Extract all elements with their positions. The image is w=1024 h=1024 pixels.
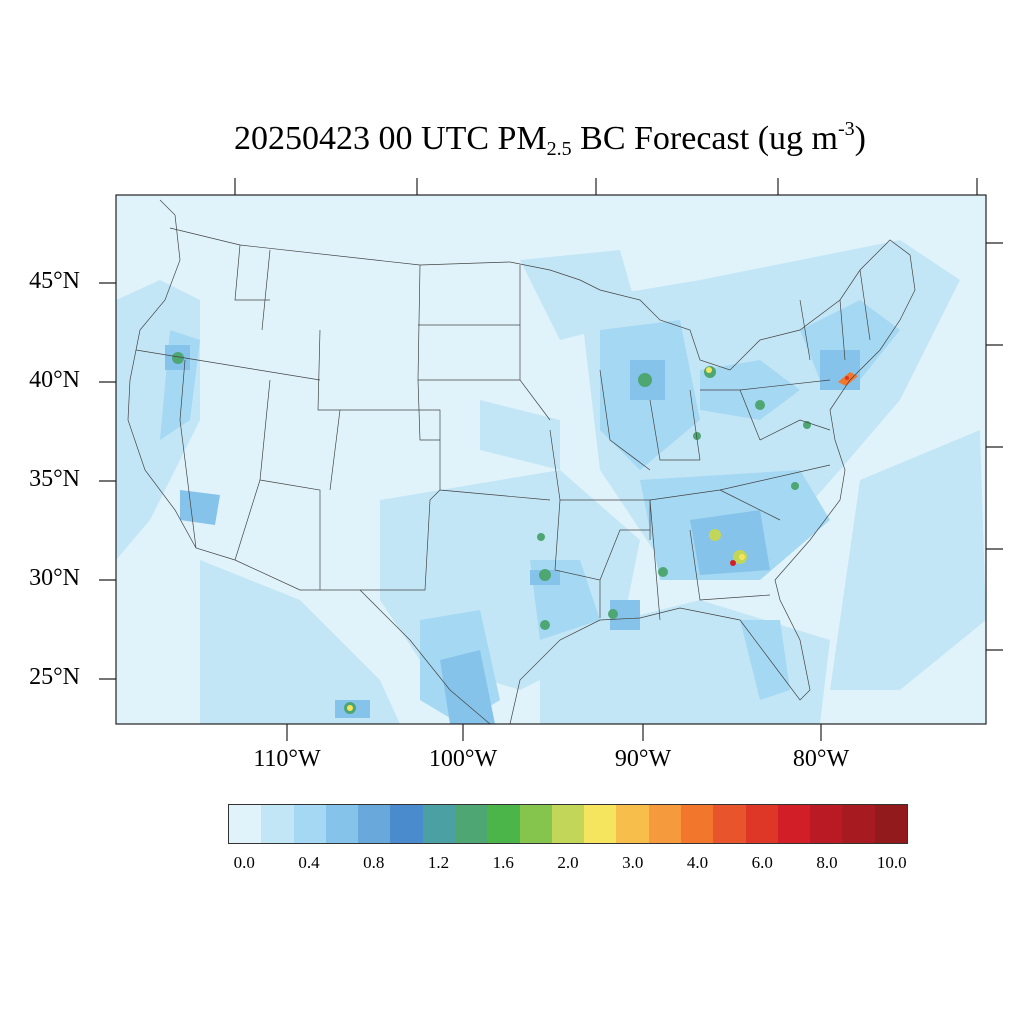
lon-label-110w: 110°W bbox=[253, 746, 321, 772]
state-boundaries bbox=[127, 199, 916, 725]
colorbar-swatch bbox=[680, 805, 714, 843]
colorbar-tick-label: 0.4 bbox=[298, 853, 320, 872]
title-prefix: 20250423 00 UTC PM bbox=[234, 120, 547, 157]
colorbar-swatch bbox=[229, 805, 262, 843]
colorbar-swatch bbox=[745, 805, 778, 843]
colorbar-tick-label: 6.0 bbox=[751, 853, 773, 872]
axis-ticks bbox=[99, 178, 1003, 741]
colorbar-swatch bbox=[648, 805, 681, 843]
lon-label-90w: 90°W bbox=[614, 746, 672, 772]
colorbar-swatch bbox=[261, 805, 294, 843]
lon-label-80w: 80°W bbox=[792, 746, 850, 772]
colorbar-swatch bbox=[842, 805, 875, 843]
colorbar-swatch bbox=[810, 805, 843, 843]
colorbar-swatch bbox=[551, 805, 585, 843]
colorbar-swatch bbox=[487, 805, 520, 843]
colorbar-tick-label: 2.0 bbox=[557, 853, 579, 872]
lat-label-35n: 35°N bbox=[29, 466, 80, 492]
concentration-field bbox=[116, 240, 986, 724]
colorbar-swatch bbox=[519, 805, 552, 843]
lat-label-45n: 45°N bbox=[29, 268, 80, 294]
lat-label-25n: 25°N bbox=[29, 664, 80, 690]
lat-label-40n: 40°N bbox=[29, 367, 80, 393]
colorbar-swatch bbox=[422, 805, 455, 843]
colorbar-tick-label: 1.2 bbox=[427, 853, 450, 872]
map-frame bbox=[115, 194, 987, 725]
colorbar-tick-label: 10.0 bbox=[876, 853, 907, 872]
title-superscript: -3 bbox=[837, 118, 855, 140]
colorbar-tick-label: 0.0 bbox=[233, 853, 255, 872]
colorbar-swatch bbox=[325, 805, 359, 843]
colorbar bbox=[228, 804, 908, 844]
colorbar-swatch bbox=[713, 805, 746, 843]
colorbar-tick-label: 1.6 bbox=[492, 853, 514, 872]
colorbar-tick-label: 3.0 bbox=[622, 853, 644, 872]
colorbar-swatch bbox=[454, 805, 488, 843]
colorbar-swatch bbox=[777, 805, 811, 843]
title-subscript: 2.5 bbox=[546, 138, 572, 160]
colorbar-swatch bbox=[616, 805, 649, 843]
lat-label-30n: 30°N bbox=[29, 565, 80, 591]
colorbar-swatch bbox=[390, 805, 423, 843]
colorbar-swatch bbox=[358, 805, 391, 843]
colorbar-tick-label: 8.0 bbox=[816, 853, 838, 872]
lon-label-100w: 100°W bbox=[428, 746, 498, 772]
title-middle: BC Forecast (ug m bbox=[571, 120, 838, 157]
map-title: 20250423 00 UTC PM2.5 BC Forecast (ug m-… bbox=[0, 118, 1024, 161]
colorbar-swatch bbox=[293, 805, 326, 843]
colorbar-swatch bbox=[584, 805, 617, 843]
title-suffix: ) bbox=[854, 120, 866, 157]
colorbar-swatch bbox=[874, 805, 907, 843]
colorbar-tick-label: 4.0 bbox=[686, 853, 709, 872]
colorbar-tick-label: 0.8 bbox=[363, 853, 385, 872]
